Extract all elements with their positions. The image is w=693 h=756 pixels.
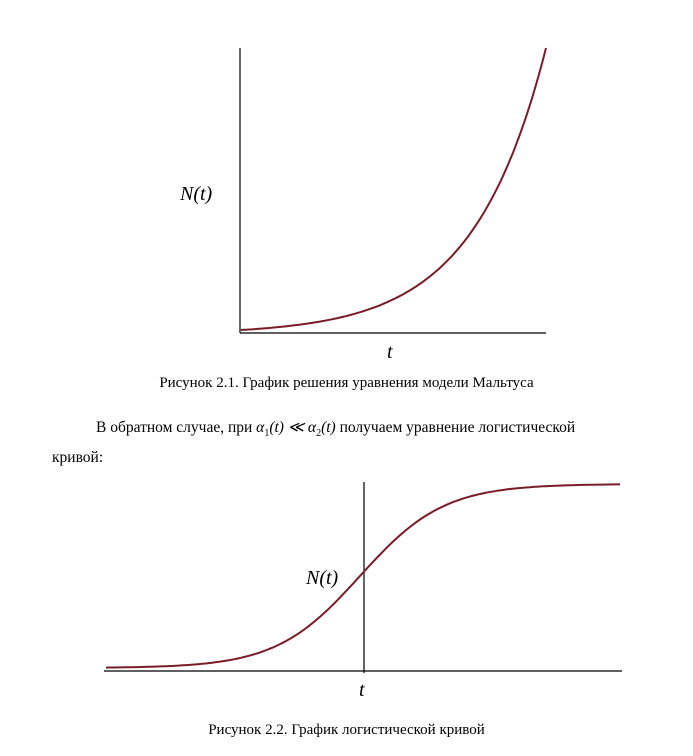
y-axis-label: N(t)	[179, 183, 213, 205]
x-axis-label: t	[359, 679, 365, 701]
paragraph-line-1: В обратном случае, при α1(t) ≪ α2(t) пол…	[52, 416, 652, 446]
exponential-curve	[240, 47, 547, 331]
y-axis-label: N(t)	[305, 567, 339, 589]
figure-logistic: N(t) t	[0, 470, 693, 715]
logistic-chart: N(t) t	[104, 482, 622, 701]
figure1-caption: Рисунок 2.1. График решения уравнения мо…	[159, 375, 534, 391]
text-after-math: получаем уравнение логистической	[335, 419, 576, 436]
figure2-caption: Рисунок 2.2. График логистической кривой	[208, 722, 485, 738]
figure-malthus: N(t) t	[0, 0, 693, 375]
inline-formula: α1(t) ≪ α2(t)	[256, 419, 336, 440]
x-axis-label: t	[387, 341, 393, 363]
body-paragraph: В обратном случае, при α1(t) ≪ α2(t) пол…	[52, 416, 652, 470]
text-before-math: В обратном случае, при	[96, 419, 257, 436]
paragraph-line-2: кривой:	[52, 449, 104, 467]
logistic-curve	[105, 483, 620, 669]
malthus-chart: N(t) t	[179, 47, 547, 363]
